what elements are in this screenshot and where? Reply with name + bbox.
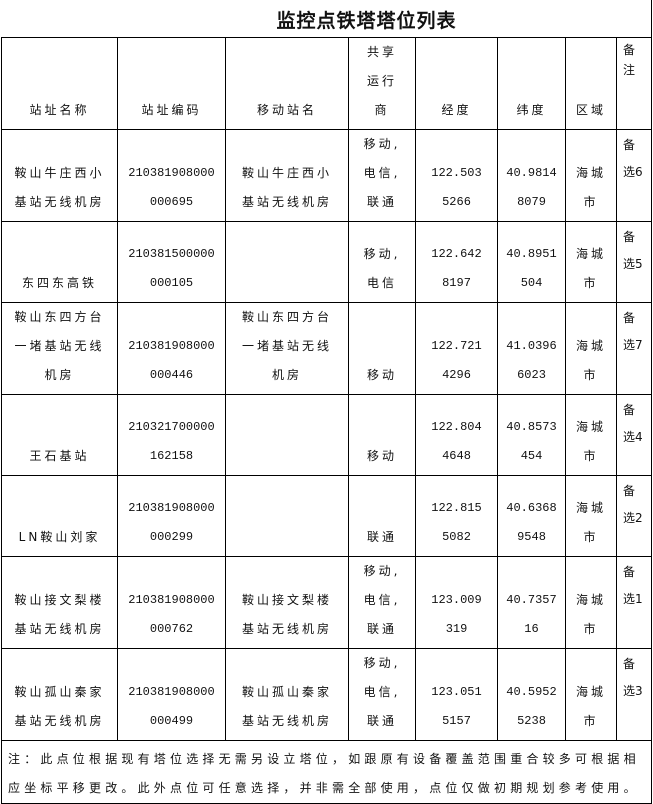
mobile-name-cell xyxy=(225,221,349,303)
site-name-cell: 东四东高铁 xyxy=(1,221,118,303)
latitude-cell: 40.59525238 xyxy=(497,648,566,741)
region-cell: 海城市 xyxy=(565,129,617,222)
latitude-cell: 40.8573454 xyxy=(497,394,566,476)
col-header-longitude: 经度 xyxy=(415,37,498,130)
site-code-cell: 210381908000000446 xyxy=(117,302,226,395)
site-name-cell: 鞍山东四方台一堵基站无线机房 xyxy=(1,302,118,395)
remark-cell: 备选7 xyxy=(616,302,652,395)
operators-cell: 移动,电信,联通 xyxy=(348,129,416,222)
longitude-cell: 122.8155082 xyxy=(415,475,498,557)
site-code-cell: 210381908000000695 xyxy=(117,129,226,222)
col-header-name: 站址名称 xyxy=(1,37,118,130)
note-text: 注：此点位根据现有塔位选择无需另设立塔位，如跟原有设备覆盖范围重合较多可根据相应… xyxy=(1,740,652,804)
remark-cell: 备选6 xyxy=(616,129,652,222)
site-name-cell: 鞍山孤山秦家基站无线机房 xyxy=(1,648,118,741)
site-code-cell: 210381908000000499 xyxy=(117,648,226,741)
col-header-code: 站址编码 xyxy=(117,37,226,130)
longitude-cell: 122.6428197 xyxy=(415,221,498,303)
table-row: 鞍山东四方台一堵基站无线机房 210381908000000446 鞍山东四方台一堵… xyxy=(1,302,652,395)
region-cell: 海城市 xyxy=(565,556,617,649)
col-header-mobile-name: 移动站名 xyxy=(225,37,349,130)
latitude-cell: 40.8951504 xyxy=(497,221,566,303)
remark-cell: 备选2 xyxy=(616,475,652,557)
remark-cell: 备选1 xyxy=(616,556,652,649)
mobile-name-cell xyxy=(225,475,349,557)
region-cell: 海城市 xyxy=(565,394,617,476)
latitude-cell: 40.98148079 xyxy=(497,129,566,222)
col-header-region: 区域 xyxy=(565,37,617,130)
operators-cell: 联通 xyxy=(348,475,416,557)
region-cell: 海城市 xyxy=(565,221,617,303)
table-row: 东四东高铁 210381500000000105 移动,电信 122.6428197 4… xyxy=(1,221,652,303)
border-line xyxy=(651,0,652,37)
site-code-cell: 210381908000000762 xyxy=(117,556,226,649)
longitude-cell: 122.5035266 xyxy=(415,129,498,222)
table-row: 王石基站 210321700000162158 移动 122.8044648 40.85… xyxy=(1,394,652,476)
remark-cell: 备选5 xyxy=(616,221,652,303)
remark-cell: 备选4 xyxy=(616,394,652,476)
site-name-cell: 王石基站 xyxy=(1,394,118,476)
tower-table: 站址名称 站址编码 移动站名 共享运行商 经度 纬度 区域 备注 鞍山牛庄西小基… xyxy=(1,37,652,804)
mobile-name-cell xyxy=(225,394,349,476)
site-name-cell: LN鞍山刘家 xyxy=(1,475,118,557)
operators-cell: 移动,电信,联通 xyxy=(348,556,416,649)
longitude-cell: 123.009319 xyxy=(415,556,498,649)
operators-cell: 移动,电信 xyxy=(348,221,416,303)
region-cell: 海城市 xyxy=(565,648,617,741)
latitude-cell: 41.03966023 xyxy=(497,302,566,395)
operators-cell: 移动,电信,联通 xyxy=(348,648,416,741)
note-row: 注：此点位根据现有塔位选择无需另设立塔位，如跟原有设备覆盖范围重合较多可根据相应… xyxy=(1,740,652,804)
site-code-cell: 210321700000162158 xyxy=(117,394,226,476)
site-name-cell: 鞍山接文梨楼基站无线机房 xyxy=(1,556,118,649)
remark-cell: 备选3 xyxy=(616,648,652,741)
table-row: LN鞍山刘家 210381908000000299 联通 122.8155082 40.… xyxy=(1,475,652,557)
site-name-cell: 鞍山牛庄西小基站无线机房 xyxy=(1,129,118,222)
site-code-cell: 210381908000000299 xyxy=(117,475,226,557)
mobile-name-cell: 鞍山孤山秦家基站无线机房 xyxy=(225,648,349,741)
longitude-cell: 122.7214296 xyxy=(415,302,498,395)
table-row: 鞍山孤山秦家基站无线机房 210381908000000499 鞍山孤山秦家基站无线… xyxy=(1,648,652,741)
site-code-cell: 210381500000000105 xyxy=(117,221,226,303)
mobile-name-cell: 鞍山牛庄西小基站无线机房 xyxy=(225,129,349,222)
latitude-cell: 40.63689548 xyxy=(497,475,566,557)
col-header-operators: 共享运行商 xyxy=(348,37,416,130)
longitude-cell: 123.0515157 xyxy=(415,648,498,741)
mobile-name-cell: 鞍山接文梨楼基站无线机房 xyxy=(225,556,349,649)
operators-cell: 移动 xyxy=(348,302,416,395)
operators-cell: 移动 xyxy=(348,394,416,476)
header-row: 站址名称 站址编码 移动站名 共享运行商 经度 纬度 区域 备注 xyxy=(1,37,652,130)
table-row: 鞍山接文梨楼基站无线机房 210381908000000762 鞍山接文梨楼基站无线… xyxy=(1,556,652,649)
col-header-latitude: 纬度 xyxy=(497,37,566,130)
longitude-cell: 122.8044648 xyxy=(415,394,498,476)
col-header-remark: 备注 xyxy=(616,37,652,130)
mobile-name-cell: 鞍山东四方台一堵基站无线机房 xyxy=(225,302,349,395)
table-row: 鞍山牛庄西小基站无线机房 210381908000000695 鞍山牛庄西小基站无线… xyxy=(1,129,652,222)
latitude-cell: 40.735716 xyxy=(497,556,566,649)
region-cell: 海城市 xyxy=(565,302,617,395)
region-cell: 海城市 xyxy=(565,475,617,557)
page-title: 监控点铁塔塔位列表 xyxy=(276,10,457,32)
